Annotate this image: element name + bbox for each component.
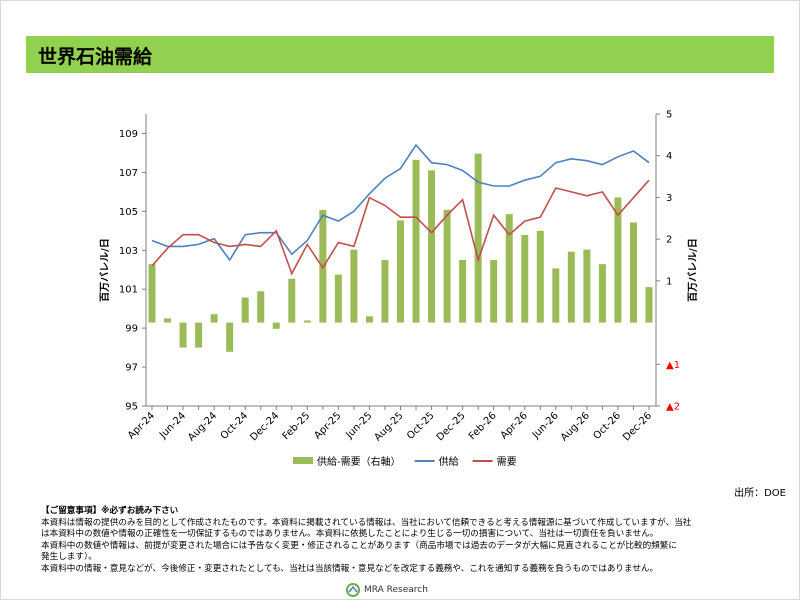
y2-axis-title: 百万バレル/日 (687, 238, 699, 302)
legend-label: 供給 (439, 455, 459, 468)
logo: MRA Research (346, 583, 428, 597)
y-tick-label: 103 (119, 246, 138, 257)
y2-tick-label: 5 (666, 110, 672, 121)
x-tick-label: Dec-25 (435, 410, 468, 443)
legend-item: 供給 (414, 455, 459, 468)
bar (241, 297, 249, 323)
bar (505, 214, 513, 323)
bar (365, 316, 373, 323)
bar (598, 264, 606, 323)
disclaimer: 【ご留意事項】※必ずお読み下さい 本資料は情報の提供のみを目的として作成されたも… (41, 506, 691, 575)
bar (645, 287, 653, 323)
bar (583, 249, 591, 323)
y2-tick-label: 3 (666, 193, 672, 204)
x-tick-label: Apr-26 (499, 410, 530, 441)
bar (490, 260, 498, 323)
x-tick-label: Aug-25 (372, 410, 405, 443)
bar (397, 220, 404, 323)
x-tick-label: Jun-25 (343, 410, 374, 441)
x-tick-label: Dec-24 (248, 410, 281, 443)
disclaimer-line: 本資料中の情報・意見などが、今後修正・変更されたとしても、当社は当該情報・意見な… (41, 563, 659, 574)
legend-item: 需要 (472, 456, 517, 468)
x-tick-label: Aug-26 (559, 410, 592, 443)
disclaimer-line: 発生します）。 (41, 552, 97, 562)
x-tick-label: Apr-24 (126, 410, 157, 441)
bar (629, 222, 637, 323)
y-tick-label: 107 (119, 168, 138, 179)
bar (179, 322, 187, 348)
x-tick-label: Feb-26 (467, 410, 499, 442)
line (151, 143, 650, 262)
bar (428, 170, 436, 323)
y-tick-label: 105 (119, 207, 138, 218)
bar (521, 234, 529, 323)
y-tick-label: 109 (119, 129, 138, 140)
bar (148, 264, 156, 323)
legend-label: 供給-需要（右軸） (317, 455, 401, 468)
line (151, 179, 650, 276)
bar (195, 322, 203, 348)
y2-tick-label: 2 (666, 235, 672, 246)
bar (381, 260, 389, 323)
x-tick-label: Feb-25 (281, 410, 313, 442)
bar (226, 322, 234, 352)
logo-text: MRA Research (364, 585, 428, 595)
bar (443, 209, 451, 323)
x-tick-label: Oct-26 (592, 410, 624, 442)
y2-tick-label: ▲2 (666, 402, 680, 413)
x-tick-label: Oct-25 (405, 410, 437, 442)
bar (412, 159, 420, 323)
bar (210, 314, 218, 323)
header-bar: 世界石油需給 (26, 36, 774, 73)
y2-tick-label: 1 (666, 276, 672, 287)
y-tick-label: 97 (125, 363, 138, 374)
bar (474, 153, 482, 323)
legend-item: 供給-需要（右軸） (293, 455, 401, 468)
y2-tick-label: ▲1 (666, 360, 680, 371)
bar (567, 251, 575, 323)
bar (614, 197, 622, 323)
y-axis-title: 百万バレル/日 (99, 238, 111, 302)
source: 出所：DOE (734, 486, 786, 499)
y-tick-label: 99 (125, 324, 138, 335)
disclaimer-line: 本資料中の数値や情報は、前提が変更された場合には予告なく変更・修正されることがあ… (41, 540, 677, 551)
bar (164, 318, 172, 323)
bar (536, 230, 544, 323)
page-title: 世界石油需給 (38, 46, 153, 68)
bar (552, 268, 560, 323)
disclaimer-line: は本資料中の数値や情報の正確性を一切保証するものではありません。本資料に依拠した… (41, 529, 659, 539)
y-tick-label: 101 (119, 285, 138, 296)
legend-label: 需要 (497, 456, 517, 468)
legend-swatch (293, 457, 313, 464)
x-tick-label: Dec-26 (621, 410, 654, 443)
bar (288, 278, 296, 323)
bar (459, 260, 467, 323)
y2-tick-label: 4 (666, 151, 672, 162)
bar (350, 249, 358, 323)
bar (272, 322, 280, 329)
x-tick-label: Jun-26 (530, 410, 561, 441)
x-tick-label: Apr-25 (312, 410, 343, 441)
logo-icon (346, 583, 360, 597)
disclaimer-body: 本資料は情報の提供のみを目的として作成されたものです。本資料に掲載されている情報… (41, 518, 691, 576)
x-tick-label: Aug-24 (186, 410, 219, 443)
x-tick-label: Oct-24 (219, 410, 251, 442)
disclaimer-heading: 【ご留意事項】※必ずお読み下さい (41, 506, 179, 516)
y-tick-label: 95 (125, 402, 138, 413)
x-tick-label: Jun-24 (157, 410, 188, 441)
disclaimer-line: 本資料は情報の提供のみを目的として作成されたものです。本資料に掲載されている情報… (41, 517, 692, 528)
bar (303, 320, 311, 323)
bar (257, 291, 265, 323)
chart: 95 97 99 101 103 105 107 109 ▲2 ▲1 1 2 3 4 5 百万バレル/日 百万バ… (99, 110, 786, 500)
bar (334, 274, 342, 323)
